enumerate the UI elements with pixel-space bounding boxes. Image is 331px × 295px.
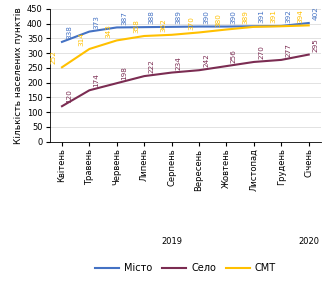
Місто <box>307 21 311 25</box>
Text: 252: 252 <box>51 51 57 65</box>
Село <box>60 104 64 108</box>
Y-axis label: Кількість населених пунктів: Кількість населених пунктів <box>14 7 23 144</box>
СМТ <box>279 24 283 28</box>
Text: 394: 394 <box>298 9 304 23</box>
Text: 388: 388 <box>148 11 154 24</box>
Місто <box>170 25 174 29</box>
Text: 390: 390 <box>203 10 209 24</box>
Text: 120: 120 <box>66 90 72 104</box>
Text: 380: 380 <box>215 13 221 27</box>
Text: 373: 373 <box>94 15 100 29</box>
Місто <box>279 24 283 28</box>
Text: 174: 174 <box>94 74 100 88</box>
СМТ <box>60 65 64 69</box>
Село <box>170 71 174 74</box>
Text: 392: 392 <box>285 9 292 23</box>
Місто <box>60 40 64 44</box>
Село <box>197 68 201 72</box>
Text: 358: 358 <box>133 19 139 33</box>
СМТ <box>197 31 201 34</box>
Село <box>307 53 311 56</box>
СМТ <box>87 47 91 51</box>
Text: 387: 387 <box>121 11 127 25</box>
Line: СМТ: СМТ <box>62 25 309 67</box>
СМТ <box>115 39 119 42</box>
Text: 362: 362 <box>161 18 166 32</box>
Text: 402: 402 <box>313 6 319 20</box>
Text: 389: 389 <box>176 10 182 24</box>
Text: 370: 370 <box>188 16 194 30</box>
Text: 242: 242 <box>203 54 209 68</box>
Text: 2019: 2019 <box>161 237 182 246</box>
СМТ <box>170 33 174 37</box>
Text: 295: 295 <box>313 38 319 52</box>
Text: 256: 256 <box>231 50 237 63</box>
Місто <box>142 25 146 29</box>
Село <box>224 64 228 68</box>
СМТ <box>252 25 256 29</box>
Line: Село: Село <box>62 55 309 106</box>
Text: 277: 277 <box>285 43 292 57</box>
Text: 270: 270 <box>258 45 264 59</box>
Село <box>142 74 146 78</box>
Місто <box>224 25 228 28</box>
Text: 2020: 2020 <box>298 237 319 246</box>
Text: 391: 391 <box>270 10 276 24</box>
СМТ <box>224 28 228 31</box>
СМТ <box>307 24 311 27</box>
Line: Місто: Місто <box>62 23 309 42</box>
Село <box>279 58 283 62</box>
Legend: Місто, Село, СМТ: Місто, Село, СМТ <box>91 259 280 277</box>
Text: 234: 234 <box>176 56 182 70</box>
СМТ <box>142 34 146 38</box>
Text: 343: 343 <box>106 24 112 38</box>
Text: 390: 390 <box>231 10 237 24</box>
Text: 198: 198 <box>121 67 127 81</box>
Text: 314: 314 <box>78 32 84 46</box>
Місто <box>87 30 91 33</box>
Село <box>252 60 256 64</box>
Село <box>115 81 119 85</box>
Місто <box>252 24 256 28</box>
Село <box>87 88 91 92</box>
Text: 391: 391 <box>258 10 264 24</box>
Text: 389: 389 <box>243 10 249 24</box>
Місто <box>197 25 201 28</box>
Text: 222: 222 <box>148 60 154 73</box>
Text: 338: 338 <box>66 25 72 39</box>
Місто <box>115 26 119 29</box>
